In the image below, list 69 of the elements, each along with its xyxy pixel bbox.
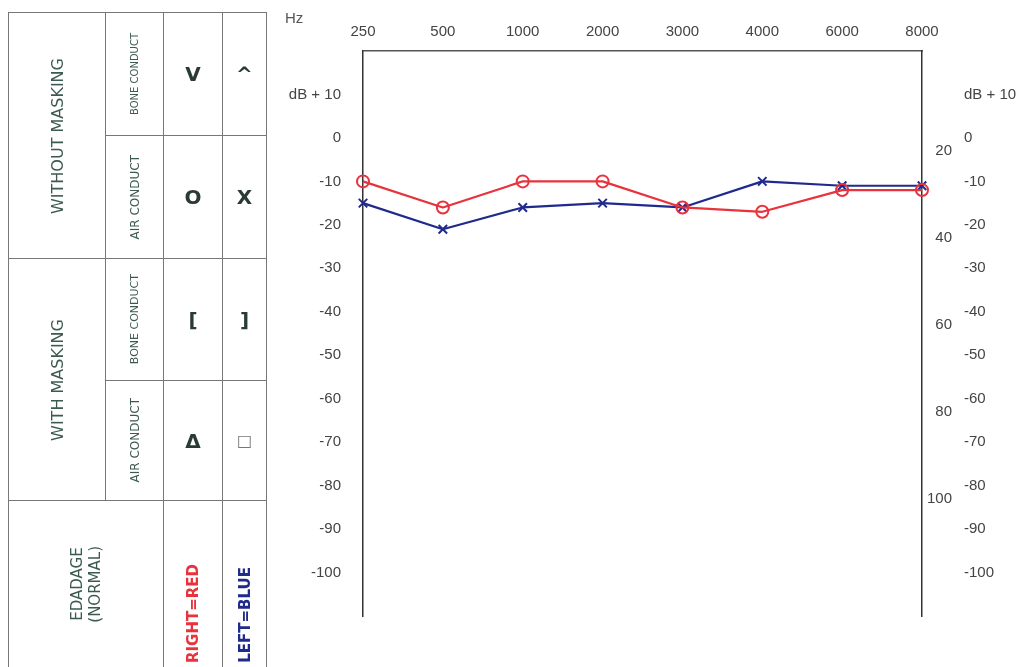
y3-tick-label: 40	[935, 228, 952, 246]
y-tick-label: -90	[319, 519, 341, 537]
point	[517, 202, 528, 213]
text: ]	[239, 307, 250, 332]
y3-tick-label: 80	[935, 401, 952, 419]
y2-tick-label: -60	[964, 388, 986, 406]
text: AIR CONDUCT	[127, 398, 142, 483]
text: LEFT=BLUE	[235, 567, 254, 663]
point	[435, 200, 450, 215]
y2-tick-label: -40	[964, 301, 986, 319]
y-tick-label: -10	[319, 171, 341, 189]
x-tick-label: 500	[430, 22, 456, 40]
x-tick-label: 4000	[745, 22, 779, 40]
y-tick-label: -70	[319, 432, 341, 450]
point	[757, 176, 768, 187]
y2-tick-label: -50	[964, 345, 986, 363]
y-tick-label: -60	[319, 388, 341, 406]
y2-tick-label: -20	[964, 214, 986, 232]
point	[835, 183, 850, 198]
y3-tick-label: 60	[935, 314, 952, 332]
point	[595, 174, 610, 189]
y2-tick-label: -70	[964, 432, 986, 450]
y-tick-label: -100	[310, 562, 341, 580]
point	[437, 223, 449, 235]
text: BONE CONDUCT	[129, 33, 140, 115]
y-tick-label: -30	[319, 258, 341, 276]
text: [	[188, 307, 198, 332]
y-tick-label: -20	[319, 214, 341, 232]
x-tick-label: 2000	[585, 22, 620, 40]
text: X	[236, 185, 253, 209]
text: RIGHT=RED	[184, 563, 202, 663]
y2-tick-label: -10	[964, 171, 986, 189]
y3-tick-label: 20	[935, 141, 952, 159]
x-tick-label: 1000	[506, 22, 540, 40]
x-tick-label: 6000	[825, 22, 859, 40]
x-tick-label: 3000	[665, 22, 700, 40]
text: EDADAGE (NORMAL)	[68, 545, 104, 623]
y-tick-label: -50	[319, 345, 341, 363]
text: AIR CONDUCT	[127, 154, 142, 240]
text: ^	[236, 62, 253, 86]
text: O	[184, 185, 202, 209]
text: □	[236, 431, 253, 450]
x-tick-label: 8000	[905, 22, 939, 40]
y2-tick-label: -100	[964, 562, 995, 580]
text: V	[185, 62, 201, 86]
y2-tick-label: 0	[964, 128, 973, 146]
x-tick-label: 250	[350, 22, 376, 40]
text: Δ	[185, 428, 201, 453]
y-tick-label: -80	[319, 475, 341, 493]
y-tick-label: 0	[332, 128, 341, 146]
text: BONE CONDUCT	[128, 274, 141, 365]
point	[755, 204, 770, 219]
point	[916, 180, 928, 191]
y3-tick-label: 100	[926, 488, 952, 506]
y-tick-label: dB + 10	[288, 84, 341, 102]
point	[356, 174, 370, 189]
y2-tick-label: -30	[964, 258, 986, 276]
point	[515, 174, 530, 189]
y-tick-label: -40	[319, 301, 341, 319]
point	[357, 197, 369, 209]
text: WITH MASKING	[47, 318, 67, 441]
text: WITHOUT MASKING	[47, 57, 67, 214]
y2-tick-label: dB + 10	[964, 84, 1017, 102]
point	[836, 180, 848, 191]
point	[597, 197, 608, 209]
x-axis-title: Hz	[285, 9, 304, 27]
y2-tick-label: -90	[964, 519, 986, 537]
y2-tick-label: -80	[964, 475, 986, 493]
point	[915, 183, 929, 198]
